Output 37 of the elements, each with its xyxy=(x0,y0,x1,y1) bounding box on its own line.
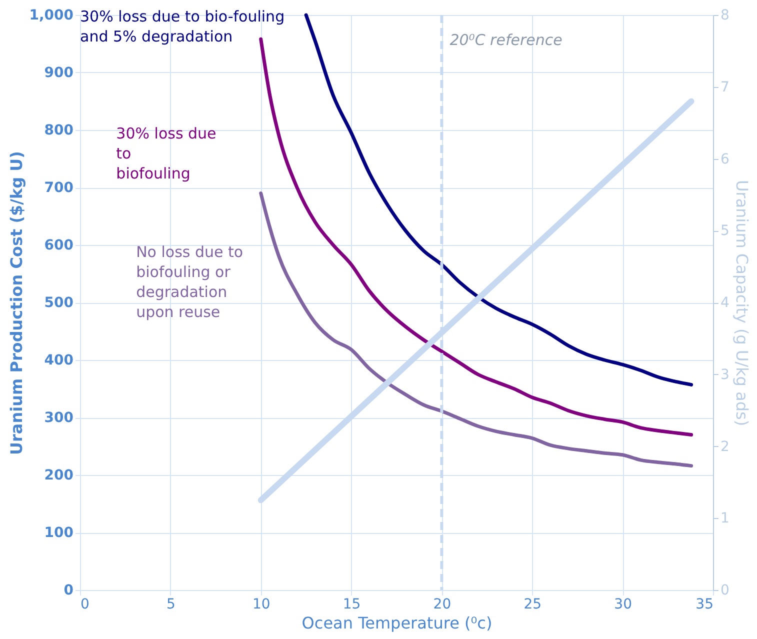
y-tick-label: 400 xyxy=(44,352,74,368)
y-tick-label: 800 xyxy=(44,122,74,138)
x-axis-title: Ocean Temperature (⁰c) xyxy=(302,614,492,632)
y2-tick-label: 7 xyxy=(720,79,730,96)
y2-tick-label: 5 xyxy=(720,223,730,240)
x-tick-label: 25 xyxy=(524,596,542,612)
x-tick-label: 5 xyxy=(166,596,176,612)
x-tick-label: 35 xyxy=(696,596,714,612)
y-tick-label: 200 xyxy=(44,468,74,484)
x-tick-label: 30 xyxy=(614,596,632,612)
y-tick-label: 700 xyxy=(44,180,74,196)
y2-tick-label: 4 xyxy=(720,295,730,311)
y-tick-label: 1,000 xyxy=(29,8,74,24)
y-tick-label: 500 xyxy=(44,295,74,311)
line-series xyxy=(259,192,694,468)
x-tick-label: 10 xyxy=(252,596,270,612)
y-tick-label: 0 xyxy=(64,582,74,598)
x-tick-label: 0 xyxy=(80,596,90,612)
y2-axis-title: Uranium Capacity (g U/kg ads) xyxy=(732,180,752,426)
y-tick-label: 100 xyxy=(44,525,74,541)
y2-tick-label: 3 xyxy=(720,366,730,383)
y-tick-label: 300 xyxy=(44,410,74,426)
y-tick-label: 900 xyxy=(44,65,74,81)
x-tick-label: 20 xyxy=(433,596,452,612)
y2-tick-label: 6 xyxy=(720,151,730,168)
x-tick-label: 15 xyxy=(342,596,361,612)
y-axis-title: Uranium Production Cost ($/kg U) xyxy=(7,151,26,455)
text: 30% loss due to biofouling xyxy=(116,124,216,183)
text: No loss due to biofouling or degradation upon reuse xyxy=(136,243,244,321)
y2-tick-label: 0 xyxy=(720,582,730,598)
y2-tick-label: 2 xyxy=(720,438,730,455)
ref-line-label: 20⁰C reference xyxy=(450,31,562,49)
y2-tick-label: 1 xyxy=(720,510,730,527)
y2-tick-label: 8 xyxy=(720,8,730,24)
line-series xyxy=(304,13,694,386)
series-label: 30% loss due to bio-fouling and 5% degradation xyxy=(80,7,285,46)
y-tick-label: 600 xyxy=(44,238,74,254)
